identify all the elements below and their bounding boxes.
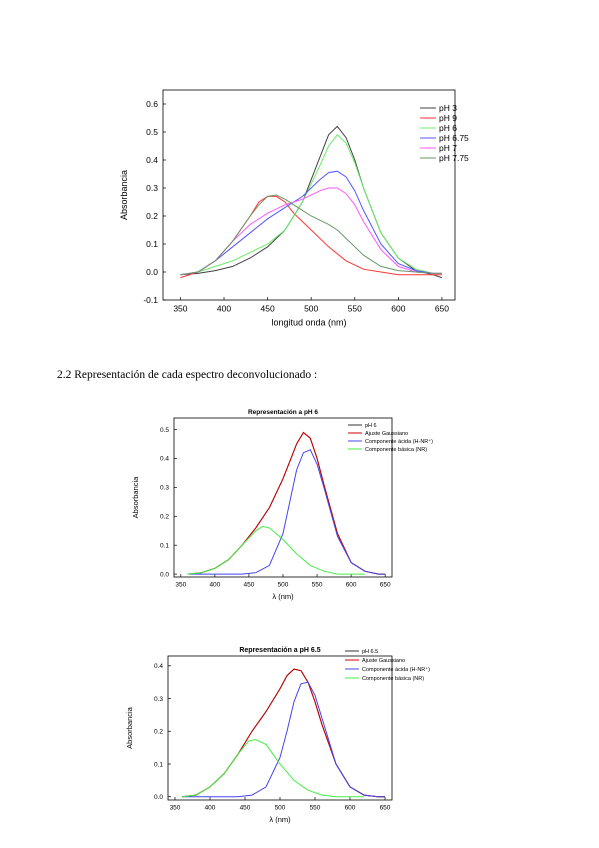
x-tick-label: 400 xyxy=(205,805,216,812)
x-axis-label: λ (nm) xyxy=(272,592,294,601)
series-line xyxy=(181,738,364,798)
y-tick-label: 0.1 xyxy=(160,542,169,549)
x-tick-label: 500 xyxy=(278,582,289,589)
y-tick-label: -0.1 xyxy=(143,295,158,305)
legend-label: Componente ácida (H-NR⁺) xyxy=(365,438,433,445)
plot-frame xyxy=(162,89,456,301)
y-tick-label: 0.4 xyxy=(146,155,158,165)
x-axis-label: λ (nm) xyxy=(269,815,291,824)
y-tick-label: 0.1 xyxy=(146,239,158,249)
y-tick-label: 0.6 xyxy=(146,99,158,109)
legend-label: pH 7.75 xyxy=(439,153,469,163)
x-tick-label: 500 xyxy=(275,805,286,812)
y-tick-label: 0.3 xyxy=(146,183,158,193)
y-tick-label: 0.2 xyxy=(154,729,163,736)
legend-label: pH 6.5 xyxy=(362,649,378,655)
y-tick-label: 0.0 xyxy=(160,571,169,578)
y-axis-label: Absorbancia xyxy=(125,706,134,749)
x-tick-label: 350 xyxy=(175,582,186,589)
x-tick-label: 400 xyxy=(217,304,231,314)
legend-label: Componente básica (NR) xyxy=(362,676,424,682)
x-tick-label: 450 xyxy=(261,304,275,314)
series-line xyxy=(187,449,386,575)
chart-title: Representación a pH 6.5 xyxy=(239,647,320,654)
series-line xyxy=(182,681,385,798)
section-heading: 2.2 Representación de cada espectro deco… xyxy=(57,369,318,381)
y-tick-label: 0.2 xyxy=(160,514,169,521)
y-tick-label: 0.5 xyxy=(160,427,169,434)
deconvolution-ph6-chart: 350 400 450 500 550 600 650 0.0 0.1 0.2 0.3 0.4 0.5 λ… xyxy=(131,409,433,601)
x-tick-label: 450 xyxy=(244,582,255,589)
series-line xyxy=(181,668,385,798)
series-line xyxy=(180,194,442,276)
x-tick-label: 550 xyxy=(348,304,362,314)
x-tick-label: 350 xyxy=(173,304,187,314)
legend-label: pH 6.75 xyxy=(439,133,469,143)
x-tick-label: 400 xyxy=(209,582,220,589)
legend-label: Componente ácida (H-NR⁺) xyxy=(362,666,430,673)
x-tick-label: 650 xyxy=(380,805,391,812)
series-line xyxy=(180,134,442,276)
x-axis-label: longitud onda (nm) xyxy=(271,318,346,328)
y-tick-label: 0.2 xyxy=(146,211,158,221)
x-tick-label: 600 xyxy=(346,582,357,589)
legend-label: Ajuste Gaussiano xyxy=(362,658,405,664)
legend-label: pH 3 xyxy=(439,103,457,113)
legend-label: pH 6 xyxy=(365,423,377,429)
legend-label: pH 9 xyxy=(439,113,457,123)
x-tick-label: 600 xyxy=(391,304,405,314)
y-tick-label: 0.4 xyxy=(154,663,163,670)
y-axis-label: Absorbancia xyxy=(131,476,140,519)
x-tick-label: 350 xyxy=(170,805,181,812)
x-tick-label: 550 xyxy=(310,805,321,812)
series-line xyxy=(187,525,365,575)
legend-label: Componente básica (NR) xyxy=(365,447,427,453)
y-tick-label: 0.5 xyxy=(146,127,158,137)
absorbance-spectra-chart: 350 400 450 500 550 600 650 -0.1 0.0 0.1 0.2 0.3 0.4… xyxy=(119,89,469,328)
y-tick-label: 0.0 xyxy=(146,267,158,277)
chart-title: Representación a pH 6 xyxy=(248,409,318,416)
y-tick-label: 0.0 xyxy=(154,794,163,801)
y-tick-label: 0.4 xyxy=(160,456,169,463)
x-tick-label: 450 xyxy=(240,805,251,812)
series-line xyxy=(181,668,385,798)
x-tick-label: 550 xyxy=(312,582,323,589)
legend-label: pH 7 xyxy=(439,143,457,153)
legend-label: pH 6 xyxy=(439,123,457,133)
y-axis-label: Absorbancia xyxy=(119,170,129,220)
x-tick-label: 650 xyxy=(435,304,449,314)
y-tick-label: 0.1 xyxy=(154,761,163,768)
y-tick-label: 0.3 xyxy=(160,485,169,492)
x-tick-label: 600 xyxy=(345,805,356,812)
x-tick-label: 650 xyxy=(380,582,391,589)
series-line xyxy=(180,170,442,276)
x-tick-label: 500 xyxy=(304,304,318,314)
y-tick-label: 0.3 xyxy=(154,696,163,703)
legend-label: Ajuste Gaussiano xyxy=(365,431,408,437)
